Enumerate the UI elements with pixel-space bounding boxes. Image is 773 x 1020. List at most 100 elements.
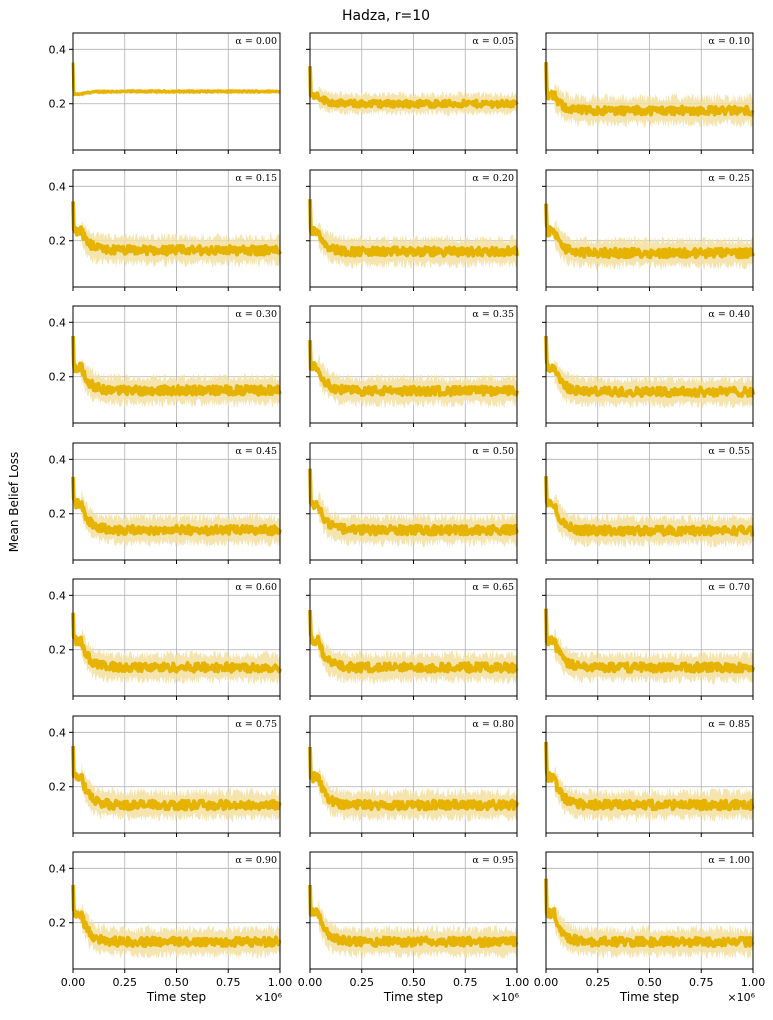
x-tick-label: 1.00 <box>268 976 293 989</box>
alpha-label: α = 1.00 <box>708 855 750 866</box>
mean-line <box>308 340 519 398</box>
x-tick-label: 0.00 <box>61 976 86 989</box>
y-tick-label: 0.2 <box>49 371 67 384</box>
subplot-21: α = 1.00 0.00 0.25 0.50 0.75 1.00 Time step ×10… <box>534 851 766 1004</box>
mean-line <box>308 610 519 674</box>
subplot-3: α = 0.10 <box>542 32 755 154</box>
alpha-label: α = 0.65 <box>472 582 514 593</box>
mean-line <box>71 201 282 257</box>
mean-line <box>308 66 519 109</box>
subplot-10: α = 0.45 0.2 0.4 <box>49 442 282 564</box>
subplot-19: α = 0.90 0.2 0.4 0.00 0.25 0.50 0.75 1.00 Time s… <box>49 851 293 1004</box>
alpha-label: α = 0.80 <box>472 719 514 730</box>
subplot-8: α = 0.35 <box>306 305 519 427</box>
x-tick-label: 0.75 <box>689 976 714 989</box>
mean-line <box>544 741 755 812</box>
y-tick-label: 0.2 <box>49 917 67 930</box>
subplot-16: α = 0.75 0.2 0.4 <box>49 715 282 837</box>
y-tick-label: 0.2 <box>49 235 67 248</box>
alpha-label: α = 0.10 <box>708 36 750 47</box>
y-tick-label: 0.2 <box>49 644 67 657</box>
x-tick-label: 1.00 <box>505 976 530 989</box>
figure-title: Hadza, r=10 <box>342 8 430 24</box>
subplot-9: α = 0.40 <box>542 305 755 427</box>
x-tick-label: 0.75 <box>216 976 241 989</box>
alpha-label: α = 0.45 <box>235 446 277 457</box>
x-axis-label: Time step <box>146 990 206 1004</box>
x-tick-label: 0.50 <box>164 976 189 989</box>
subplot-20: α = 0.95 0.00 0.25 0.50 0.75 1.00 Time step ×10… <box>298 851 530 1004</box>
panels-grid: α = 0.00 0.2 0.4 α = 0.05 α = 0.10 α = 0.15 0.… <box>49 32 766 1004</box>
y-tick-label: 0.2 <box>49 781 67 794</box>
subplot-6: α = 0.25 <box>542 169 755 291</box>
x-axis-label: Time step <box>383 990 443 1004</box>
mean-line <box>308 746 519 812</box>
y-tick-label: 0.4 <box>49 180 67 193</box>
subplot-5: α = 0.20 <box>306 169 519 291</box>
y-tick-label: 0.4 <box>49 43 67 56</box>
alpha-label: α = 0.05 <box>472 36 514 47</box>
subplot-1: α = 0.00 0.2 0.4 <box>49 32 281 154</box>
alpha-label: α = 0.30 <box>235 309 277 320</box>
x-multiplier-label: ×10⁶ <box>254 991 282 1004</box>
alpha-label: α = 0.00 <box>235 36 277 47</box>
subplot-13: α = 0.60 0.2 0.4 <box>49 578 282 700</box>
subplot-18: α = 0.85 <box>542 715 755 837</box>
x-tick-label: 0.75 <box>453 976 478 989</box>
y-tick-label: 0.2 <box>49 508 67 521</box>
y-tick-label: 0.4 <box>49 862 67 875</box>
alpha-label: α = 0.60 <box>235 582 277 593</box>
mean-line <box>71 476 282 537</box>
subplot-17: α = 0.80 <box>306 715 519 837</box>
subplot-14: α = 0.65 <box>306 578 519 700</box>
x-tick-label: 0.00 <box>298 976 323 989</box>
mean-line <box>544 203 755 260</box>
subplot-15: α = 0.70 <box>542 578 755 700</box>
alpha-label: α = 0.95 <box>472 855 514 866</box>
x-tick-label: 0.25 <box>113 976 138 989</box>
mean-line <box>71 335 282 397</box>
x-tick-label: 1.00 <box>741 976 766 989</box>
x-multiplier-label: ×10⁶ <box>727 991 755 1004</box>
mean-line <box>71 62 281 97</box>
y-tick-label: 0.4 <box>49 589 67 602</box>
x-tick-label: 0.50 <box>637 976 662 989</box>
y-tick-label: 0.4 <box>49 316 67 329</box>
mean-line <box>544 608 755 674</box>
x-multiplier-label: ×10⁶ <box>491 991 519 1004</box>
alpha-label: α = 0.85 <box>708 719 750 730</box>
mean-line <box>544 476 755 537</box>
alpha-label: α = 0.70 <box>708 582 750 593</box>
subplot-7: α = 0.30 0.2 0.4 <box>49 305 282 427</box>
x-tick-label: 0.00 <box>534 976 559 989</box>
subplot-12: α = 0.55 <box>542 442 755 564</box>
subplot-2: α = 0.05 <box>306 32 519 154</box>
mean-line <box>308 468 519 537</box>
subplot-11: α = 0.50 <box>306 442 519 564</box>
alpha-label: α = 0.55 <box>708 446 750 457</box>
alpha-label: α = 0.40 <box>708 309 750 320</box>
mean-line <box>544 878 755 949</box>
mean-line <box>544 62 755 117</box>
y-tick-label: 0.2 <box>49 98 67 111</box>
alpha-label: α = 0.50 <box>472 446 514 457</box>
mean-line <box>544 335 755 398</box>
mean-line <box>71 612 282 674</box>
x-tick-label: 0.25 <box>350 976 375 989</box>
alpha-label: α = 0.20 <box>472 173 514 184</box>
mean-line <box>71 884 282 949</box>
alpha-label: α = 0.35 <box>472 309 514 320</box>
x-tick-label: 0.25 <box>586 976 611 989</box>
y-axis-label: Mean Belief Loss <box>7 452 21 553</box>
subplot-4: α = 0.15 0.2 0.4 <box>49 169 282 291</box>
alpha-label: α = 0.75 <box>235 719 277 730</box>
y-tick-label: 0.4 <box>49 726 67 739</box>
alpha-label: α = 0.25 <box>708 173 750 184</box>
alpha-label: α = 0.15 <box>235 173 277 184</box>
alpha-label: α = 0.90 <box>235 855 277 866</box>
mean-line <box>308 199 519 258</box>
x-axis-label: Time step <box>619 990 679 1004</box>
mean-line <box>308 884 519 948</box>
x-tick-label: 0.50 <box>401 976 426 989</box>
